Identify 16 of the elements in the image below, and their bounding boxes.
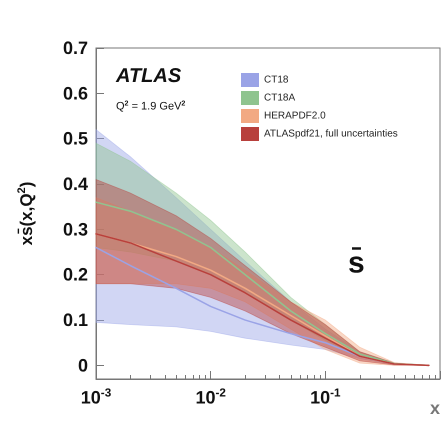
y-tick-label: 0.7 bbox=[62, 38, 88, 58]
legend-label: ATLASpdf21, full uncertainties bbox=[264, 128, 398, 140]
annotation: s̄ bbox=[348, 246, 365, 280]
legend-label: HERAPDF2.0 bbox=[264, 110, 326, 122]
legend-label: CT18 bbox=[264, 74, 289, 86]
x-axis-title: x bbox=[430, 398, 440, 418]
legend-label: CT18A bbox=[264, 92, 296, 104]
y-tick-label: 0.3 bbox=[62, 219, 88, 240]
y-tick-label: 0.5 bbox=[62, 128, 88, 149]
y-tick-label: 0 bbox=[78, 355, 88, 376]
y-tick-label: 0.2 bbox=[62, 264, 88, 285]
y-tick-label: 0.1 bbox=[62, 310, 88, 330]
y-axis-title: xs̄(x,Q2) bbox=[16, 182, 36, 246]
annotation: ATLAS bbox=[115, 65, 182, 87]
y-tick-label: 0.6 bbox=[62, 83, 88, 104]
y-tick-label: 0.4 bbox=[62, 174, 88, 194]
